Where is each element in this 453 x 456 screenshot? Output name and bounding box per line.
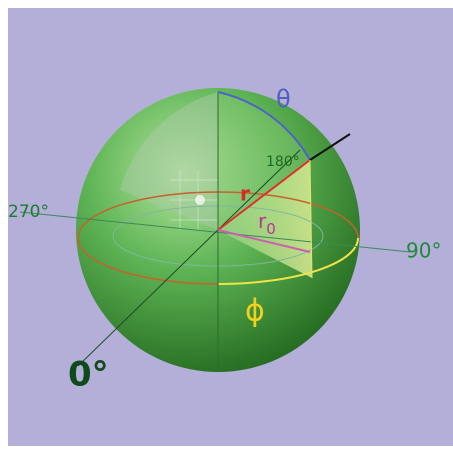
phi-arc bbox=[217, 237, 359, 285]
theta-wedge bbox=[218, 92, 310, 230]
r0-subscript: 0 bbox=[266, 220, 276, 238]
r0-base: r bbox=[258, 209, 267, 233]
highlight bbox=[195, 195, 205, 205]
r-vector bbox=[217, 159, 311, 231]
angle-0-label: 0° bbox=[68, 355, 109, 395]
r-label: r bbox=[240, 182, 250, 206]
r0-label: r0 bbox=[258, 209, 276, 238]
theta-arc bbox=[217, 91, 311, 161]
axis-90-270 bbox=[19, 211, 411, 253]
projection bbox=[309, 159, 313, 279]
r0-vector bbox=[217, 229, 311, 253]
theta-label: θ bbox=[276, 85, 291, 113]
angle-270-label: 270° bbox=[8, 202, 49, 222]
phi-wedge bbox=[218, 160, 312, 278]
r-extension bbox=[309, 133, 351, 161]
phi-label: ϕ bbox=[245, 294, 265, 329]
axis-0 bbox=[77, 149, 301, 367]
angle-90-label: 90° bbox=[406, 239, 441, 263]
cut-plane bbox=[120, 92, 218, 230]
angle-180-label: 180° bbox=[266, 154, 300, 170]
grid bbox=[170, 170, 218, 230]
